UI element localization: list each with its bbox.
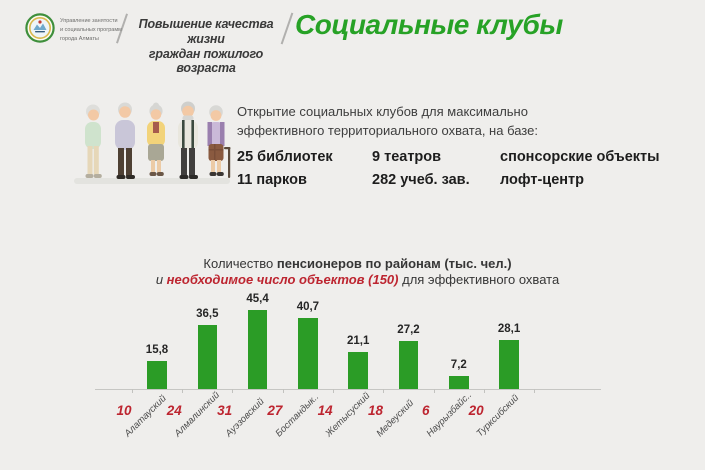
bar-value-label: 7,2 xyxy=(450,359,467,372)
bar-3 xyxy=(298,317,318,389)
elderly-man-2 xyxy=(178,101,198,179)
stat-parks: 11 парков xyxy=(237,172,307,188)
elderly-woman-2 xyxy=(147,102,165,176)
chart-title-line-2: и необходимое число объектов (150) для э… xyxy=(155,271,560,287)
axis-tick xyxy=(433,389,435,393)
axis-tick xyxy=(182,389,184,393)
elderly-man-1 xyxy=(115,102,135,179)
axis-tick xyxy=(282,389,284,393)
bar-6 xyxy=(449,376,469,389)
elderly-woman-3 xyxy=(207,105,231,178)
stats-column-3: спонсорские объекты лофт-центр xyxy=(500,146,660,192)
bar-value-label: 40,7 xyxy=(296,300,320,313)
bar-value-label: 21,1 xyxy=(346,335,370,348)
stat-loft-center: лофт-центр xyxy=(500,172,584,188)
axis-tick xyxy=(534,389,536,393)
header-divider-slash xyxy=(280,12,294,45)
elderly-woman-1 xyxy=(85,104,102,178)
required-objects-number: 10 xyxy=(116,403,132,418)
axis-tick xyxy=(232,389,234,393)
axis-tick xyxy=(131,389,133,393)
required-objects-number: 6 xyxy=(422,403,430,418)
bar-4 xyxy=(348,352,368,389)
axis-tick xyxy=(383,389,385,393)
bar-1 xyxy=(197,325,217,389)
stats-column-1: 25 библиотек 11 парков xyxy=(237,146,333,192)
elderly-people-illustration xyxy=(68,92,236,192)
bar-value-label: 27,2 xyxy=(397,324,420,337)
program-title: Повышение качества жизни граждан пожилог… xyxy=(138,17,274,76)
required-objects-number: 18 xyxy=(367,403,384,418)
stat-libraries: 25 библиотек xyxy=(237,149,333,165)
chart-title-line-1: Количество пенсионеров по районам (тыс. … xyxy=(203,256,512,271)
bar-2 xyxy=(247,309,268,389)
axis-tick xyxy=(483,389,485,393)
chart-title: Количество пенсионеров по районам (тыс. … xyxy=(10,256,705,287)
required-objects-number: 27 xyxy=(267,403,283,418)
required-objects-number: 14 xyxy=(317,403,333,418)
bar-value-label: 36,5 xyxy=(196,308,219,321)
base-objects-stats: 25 библиотек 11 парков 9 театров 282 уче… xyxy=(237,146,677,196)
logo-emblem-icon xyxy=(25,13,55,43)
stat-theatres: 9 театров xyxy=(372,149,442,165)
bar-value-label: 28,1 xyxy=(497,322,521,335)
bar-5 xyxy=(398,341,419,389)
almaty-department-logo xyxy=(25,13,55,43)
required-objects-number: 24 xyxy=(166,403,182,418)
stat-schools: 282 учеб. зав. xyxy=(372,172,470,188)
bar-value-label: 45,4 xyxy=(246,292,269,305)
logo-caption: Управление занятости и социальных програ… xyxy=(60,18,122,42)
stats-column-2: 9 театров 282 учеб. зав. xyxy=(372,146,470,192)
bar-chart: 15,8 10 Алатауский 36,5 24 Алмалинский 45,4 31 А… xyxy=(95,293,655,470)
bar-0 xyxy=(147,361,167,389)
bar-value-label: 15,8 xyxy=(145,344,169,357)
page-title: Социальные клубы xyxy=(295,9,563,40)
axis-tick xyxy=(333,389,334,393)
intro-text: Открытие социальных клубов для максималь… xyxy=(237,104,538,138)
stat-sponsor-objects: спонсорские объекты xyxy=(500,149,660,165)
x-axis-line xyxy=(95,389,601,390)
required-objects-number: 20 xyxy=(468,403,484,418)
required-objects-number: 31 xyxy=(217,403,233,418)
bar-7 xyxy=(499,339,519,389)
